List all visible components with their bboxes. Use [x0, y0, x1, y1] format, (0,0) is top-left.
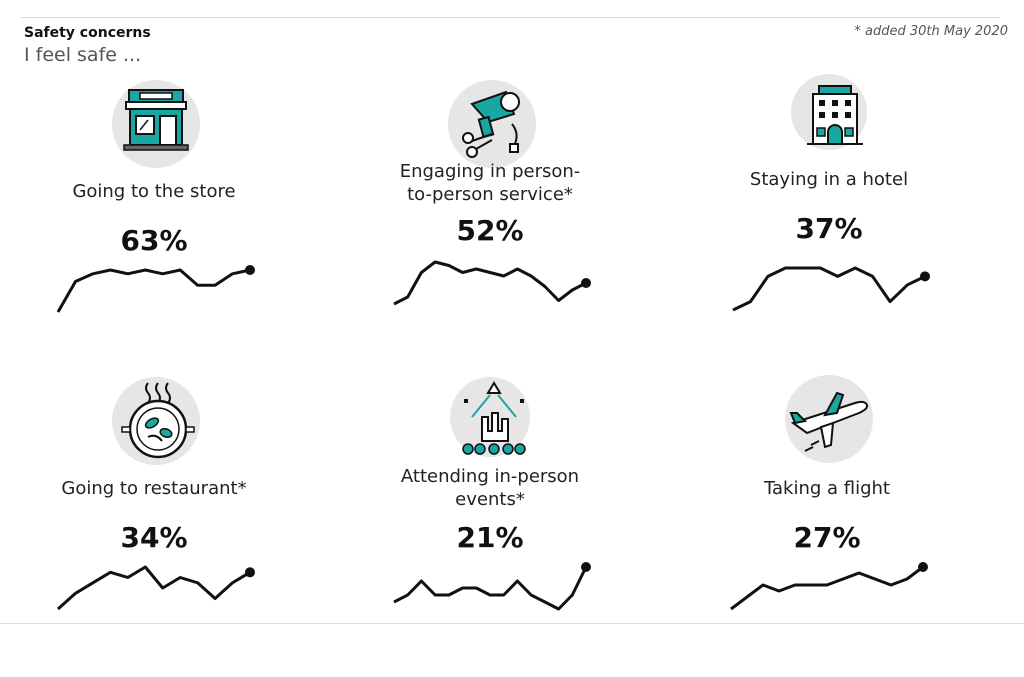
panel-restaurant: Going to restaurant* 34%	[4, 377, 304, 677]
panel-label: Engaging in person- to-person service*	[399, 161, 581, 205]
sparkline-end-point	[918, 562, 928, 572]
panel-label: Going to the store	[72, 181, 236, 202]
percent-value: 27%	[793, 521, 861, 554]
panel-label: Staying in a hotel	[749, 169, 909, 190]
panel-label: Taking a flight	[763, 478, 890, 499]
sparkline-series-line	[732, 266, 926, 312]
panel-flight: Taking a flight 27%	[677, 375, 977, 677]
sparkline-service	[393, 260, 591, 306]
chart-title: Safety concerns	[24, 25, 151, 41]
sparkline-events	[393, 562, 591, 611]
sparkline-series-line	[56, 565, 251, 611]
sparkline-end-point	[581, 562, 591, 572]
sparkline-series-line	[730, 565, 924, 611]
percent-value: 63%	[120, 224, 188, 257]
sparkline-restaurant	[56, 565, 255, 611]
concert-icon	[450, 377, 530, 457]
sparkline-end-point	[245, 567, 255, 578]
bottom-divider	[0, 623, 1024, 624]
footnote: * added 30th May 2020	[854, 24, 1008, 39]
sparkline-flight	[730, 562, 928, 611]
panel-events: Attending in-person events* 21%	[340, 377, 640, 677]
sparkline-end-point	[245, 265, 255, 275]
top-divider	[20, 17, 1000, 18]
sparkline-series-line	[56, 268, 251, 313]
percent-value: 37%	[795, 212, 863, 245]
hairdryer-scissors-icon	[448, 80, 536, 168]
sparkline-series-line	[393, 260, 587, 306]
panel-store: Going to the store 63%	[4, 80, 304, 380]
sparkline-series-line	[393, 566, 588, 611]
panel-label: Attending in-person events*	[400, 466, 580, 510]
sparkline-end-point	[581, 278, 591, 288]
restaurant-dish-icon	[112, 377, 200, 465]
store-icon	[112, 80, 200, 168]
percent-value: 21%	[456, 521, 524, 554]
sparkline-store	[56, 265, 255, 313]
sparkline-hotel	[732, 266, 930, 312]
chart-subtitle: I feel safe ...	[24, 44, 142, 66]
sparkline-end-point	[920, 271, 930, 282]
percent-value: 34%	[120, 521, 188, 554]
panel-service: Engaging in person- to-person service* 5…	[340, 80, 640, 380]
panel-hotel: Staying in a hotel 37%	[679, 74, 979, 380]
hotel-icon	[791, 74, 867, 150]
airplane-icon	[785, 375, 873, 463]
percent-value: 52%	[456, 214, 524, 247]
panel-label: Going to restaurant*	[61, 478, 247, 499]
